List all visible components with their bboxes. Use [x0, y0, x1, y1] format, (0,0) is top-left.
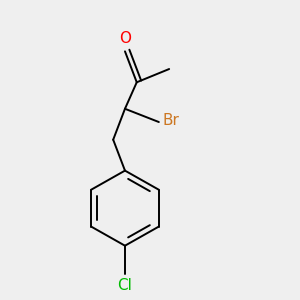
Text: O: O — [119, 31, 131, 46]
Text: Br: Br — [162, 113, 179, 128]
Text: Cl: Cl — [118, 278, 132, 293]
